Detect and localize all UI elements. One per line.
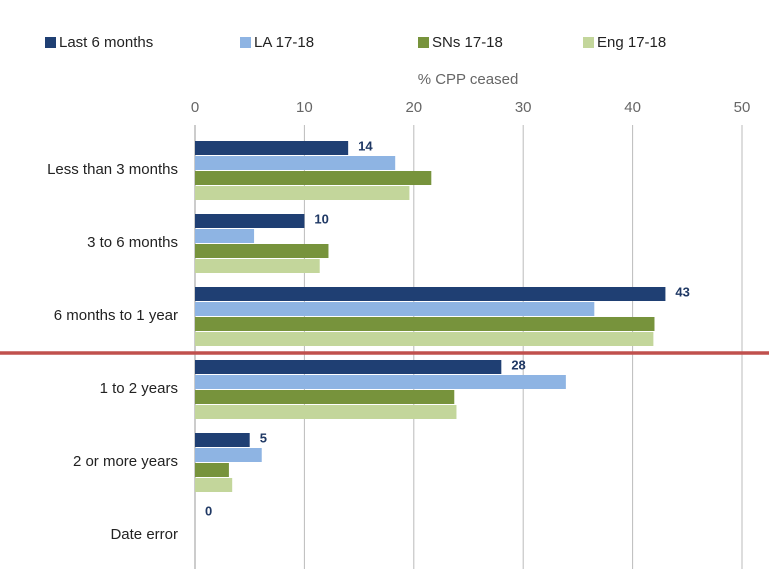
bar [195,244,329,258]
y-tick-label: 1 to 2 years [100,380,178,397]
x-tick-label: 0 [191,99,199,116]
y-tick-label: 2 or more years [73,453,178,470]
bar [195,229,255,243]
bar [195,463,229,477]
x-tick-label: 50 [734,99,751,116]
value-label: 10 [314,211,328,226]
bar [195,287,666,301]
bar [195,171,432,185]
bar [195,478,233,492]
bar [195,302,595,316]
x-tick-label: 30 [515,99,532,116]
x-axis-label: % CPP ceased [418,71,519,88]
bar [195,332,654,346]
x-tick-label: 20 [405,99,422,116]
bar [195,317,655,331]
bar [195,360,502,374]
legend-label: SNs 17-18 [432,34,503,51]
bar [195,448,262,462]
legend-label: Last 6 months [59,34,153,51]
value-label: 28 [511,357,525,372]
bar [195,433,250,447]
bar [195,214,305,228]
legend-swatch [418,37,429,48]
y-tick-label: 3 to 6 months [87,234,178,251]
value-label: 0 [205,503,212,518]
value-label: 14 [358,138,373,153]
x-tick-label: 10 [296,99,313,116]
legend-swatch [583,37,594,48]
value-label: 5 [260,430,267,445]
bar [195,375,566,389]
bar [195,156,396,170]
value-label: 43 [675,284,689,299]
bar [195,141,349,155]
bar [195,405,457,419]
legend-swatch [240,37,251,48]
legend-label: LA 17-18 [254,34,314,51]
y-tick-label: Less than 3 months [47,161,178,178]
bars [195,141,666,492]
bar [195,390,455,404]
y-tick-label: Date error [110,526,178,543]
legend-label: Eng 17-18 [597,34,666,51]
y-tick-label: 6 months to 1 year [54,307,178,324]
bar [195,186,410,200]
bar [195,259,320,273]
legend-swatch [45,37,56,48]
x-tick-label: 40 [624,99,641,116]
